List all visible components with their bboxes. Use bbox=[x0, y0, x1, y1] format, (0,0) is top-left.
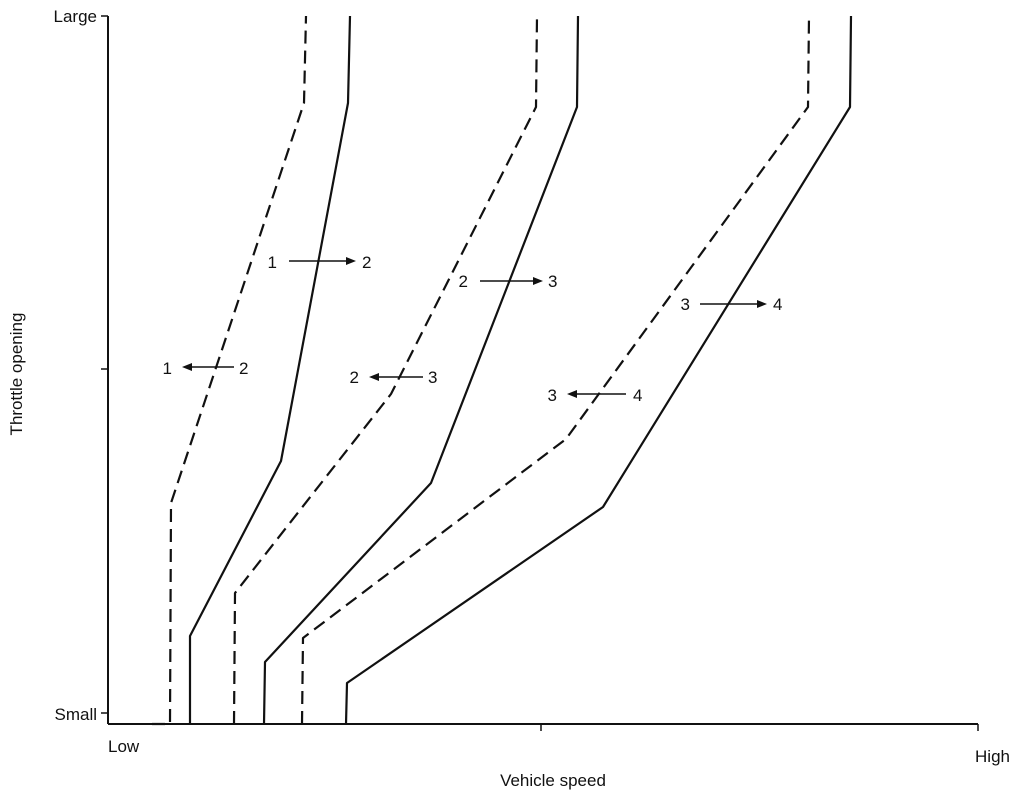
gear-to: 3 bbox=[548, 272, 557, 291]
upshift-curve-2-3 bbox=[262, 15, 580, 725]
shift-label-downshift-3-4: 3 4 bbox=[548, 386, 643, 405]
gear-from: 1 bbox=[163, 359, 172, 378]
gear-from: 2 bbox=[350, 368, 359, 387]
downshift-curve-2-1 bbox=[152, 15, 308, 726]
shift-label-downshift-1-2: 1 2 bbox=[163, 359, 249, 378]
upshift-curve-3-4 bbox=[344, 15, 853, 725]
x-axis-title: Vehicle speed bbox=[500, 771, 606, 790]
downshift-curve-4-3 bbox=[300, 15, 811, 725]
gear-to: 2 bbox=[362, 253, 371, 272]
gear-from: 1 bbox=[268, 253, 277, 272]
shift-label-downshift-2-3: 2 3 bbox=[350, 368, 438, 387]
shift-label-upshift-2-3: 2 3 bbox=[459, 272, 558, 291]
gear-from: 2 bbox=[459, 272, 468, 291]
gear-to: 2 bbox=[239, 359, 248, 378]
arrow-right-icon bbox=[757, 300, 767, 308]
upshift-curve-1-2 bbox=[188, 15, 352, 724]
downshift-curve-3-2 bbox=[232, 15, 539, 725]
shift-label-upshift-3-4: 3 4 bbox=[681, 295, 783, 314]
y-axis-top-label: Large bbox=[54, 7, 97, 26]
gear-to: 4 bbox=[633, 386, 642, 405]
y-axis-bottom-label: Small bbox=[54, 705, 97, 724]
gear-to: 4 bbox=[773, 295, 782, 314]
gear-from: 3 bbox=[681, 295, 690, 314]
arrow-right-icon bbox=[533, 277, 543, 285]
shift-label-upshift-1-2: 1 2 bbox=[268, 253, 372, 272]
y-axis-title: Throttle opening bbox=[7, 313, 26, 436]
x-axis-right-label: High bbox=[975, 747, 1010, 766]
arrow-left-icon bbox=[369, 373, 379, 381]
axes bbox=[101, 15, 979, 731]
x-axis-left-label: Low bbox=[108, 737, 140, 756]
shift-curves bbox=[152, 15, 853, 726]
gear-from: 3 bbox=[548, 386, 557, 405]
arrow-left-icon bbox=[182, 363, 192, 371]
arrow-right-icon bbox=[346, 257, 356, 265]
arrow-left-icon bbox=[567, 390, 577, 398]
gear-to: 3 bbox=[428, 368, 437, 387]
